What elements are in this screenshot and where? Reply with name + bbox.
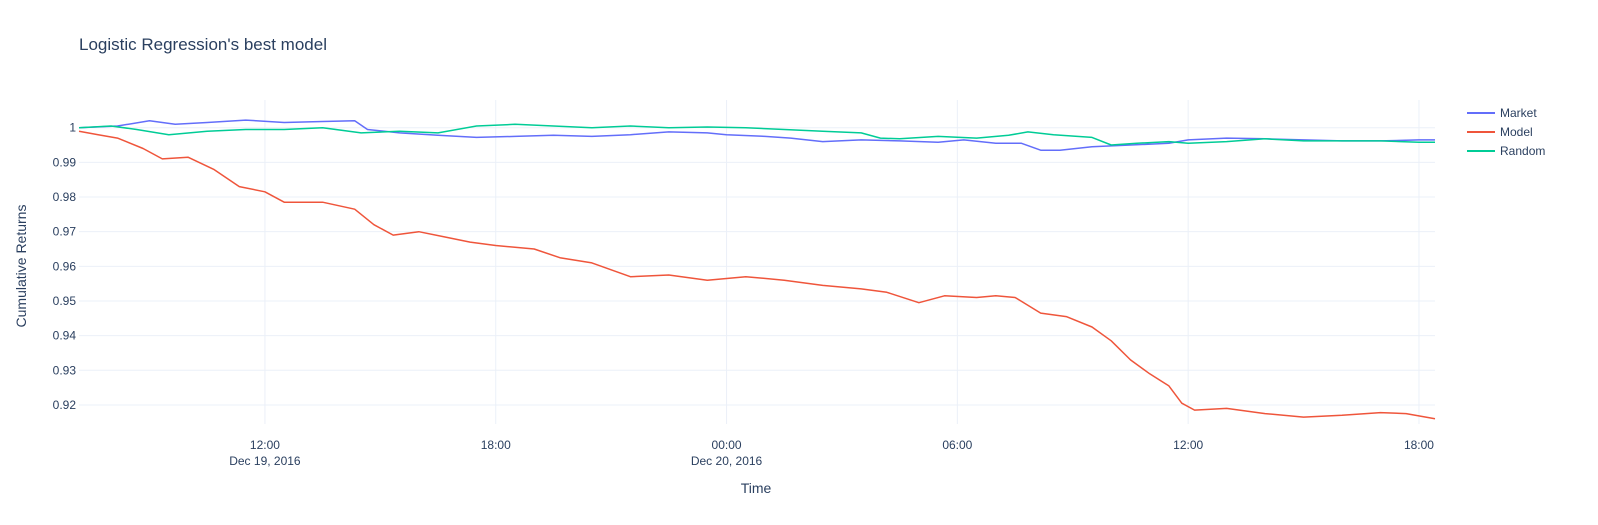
y-axis-ticks: 0.92 0.93 0.94 0.95 0.96 0.97 0.98 0.99 1 [53, 121, 77, 412]
y-tick-label: 1 [69, 121, 76, 135]
y-tick-label: 0.99 [53, 155, 77, 169]
x-tick-date-label: Dec 20, 2016 [691, 454, 763, 468]
y-tick-label: 0.97 [53, 225, 77, 239]
y-gridlines [79, 127, 1435, 406]
y-tick-label: 0.95 [53, 294, 77, 308]
y-tick-label: 0.96 [53, 259, 77, 273]
series-line-random [78, 123, 1435, 146]
legend-label-model: Model [1500, 125, 1533, 139]
y-tick-label: 0.93 [53, 363, 77, 377]
y-tick-label: 0.98 [53, 190, 77, 204]
legend-label-random: Random [1500, 144, 1545, 158]
x-axis-title: Time [741, 480, 772, 496]
x-tick-label: 00:00 [712, 438, 742, 452]
x-tick-label: 18:00 [481, 438, 511, 452]
x-tick-label: 12:00 [1173, 438, 1203, 452]
series-line-model [78, 130, 1436, 420]
x-tick-date-label: Dec 19, 2016 [229, 454, 301, 468]
y-tick-label: 0.94 [53, 329, 77, 343]
series-line-market [78, 119, 1435, 151]
legend-label-market: Market [1500, 106, 1537, 120]
legend: Market Model Random [1467, 106, 1545, 158]
x-tick-label: 18:00 [1404, 438, 1434, 452]
x-axis-ticks: 12:00 Dec 19, 2016 18:00 00:00 Dec 20, 2016 0… [229, 438, 1434, 468]
series-layer [78, 119, 1436, 420]
y-axis-title: Cumulative Returns [13, 205, 29, 328]
y-tick-label: 0.92 [53, 398, 77, 412]
chart-title: Logistic Regression's best model [79, 35, 327, 54]
x-tick-label: 06:00 [942, 438, 972, 452]
x-tick-label: 12:00 [250, 438, 280, 452]
